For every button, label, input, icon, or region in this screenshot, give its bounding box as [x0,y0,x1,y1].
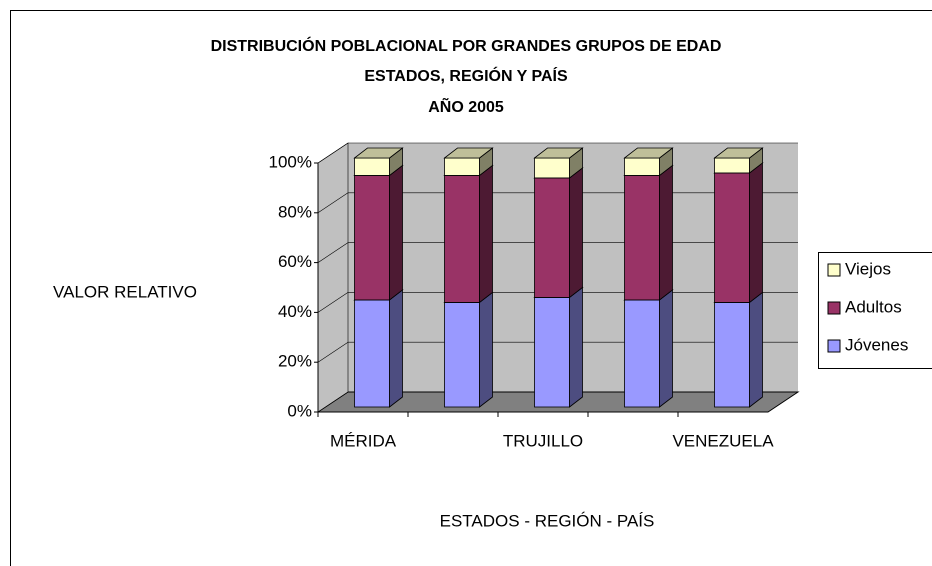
y-tick-label: 80% [278,202,312,221]
bar-side [479,164,493,304]
chart-title: DISTRIBUCIÓN POBLACIONAL POR GRANDES GRU… [211,36,722,55]
bar-side [389,164,403,301]
bar [534,297,570,408]
bar [354,299,390,408]
y-tick-label: 0% [287,401,312,420]
bar [354,157,390,176]
x-tick-label: MÉRIDA [330,431,397,450]
bar [354,175,390,301]
bar-side [749,162,763,304]
bar-side [659,289,673,408]
bar-top [713,147,764,159]
bar-side [479,291,493,408]
bar-side [569,286,583,408]
y-tick-label: 40% [278,302,312,321]
bar-top [533,147,584,159]
bar-side [389,289,403,408]
x-tick-label: VENEZUELA [672,431,774,450]
grid-line [317,341,349,363]
grid-line [317,391,349,413]
bar [714,302,750,408]
legend-label: Adultos [845,297,902,316]
bar [714,157,750,174]
bar [714,172,750,303]
bar-top [623,147,674,159]
bar [624,299,660,408]
x-axis-label: ESTADOS - REGIÓN - PAÍS [440,511,655,530]
legend-swatch [827,263,841,277]
bar [444,157,480,176]
legend-label: Jóvenes [845,335,908,354]
grid-line [317,292,349,313]
bar-top [353,147,404,159]
bar [534,177,570,298]
bar-top [443,147,494,159]
bar [624,157,660,176]
bar [534,157,570,179]
chart-title: ESTADOS, REGIÓN Y PAÍS [364,66,568,85]
y-tick-label: 100% [269,152,312,171]
bar [444,175,480,303]
bar [444,302,480,408]
y-axis-label: VALOR RELATIVO [53,282,197,301]
chart-title: AÑO 2005 [428,96,504,116]
legend-swatch [827,339,841,353]
y-tick-label: 60% [278,252,312,271]
bar-side [569,167,583,299]
bar [624,175,660,301]
grid-line [317,192,349,214]
legend-swatch [827,301,841,315]
bar-side [659,164,673,301]
y-tick-label: 20% [278,352,312,371]
grid-line [317,142,349,164]
grid-line [317,242,349,263]
side-wall [317,142,349,413]
legend-label: Viejos [845,259,891,278]
bar-side [749,291,763,408]
x-tick-label: TRUJILLO [503,431,583,450]
